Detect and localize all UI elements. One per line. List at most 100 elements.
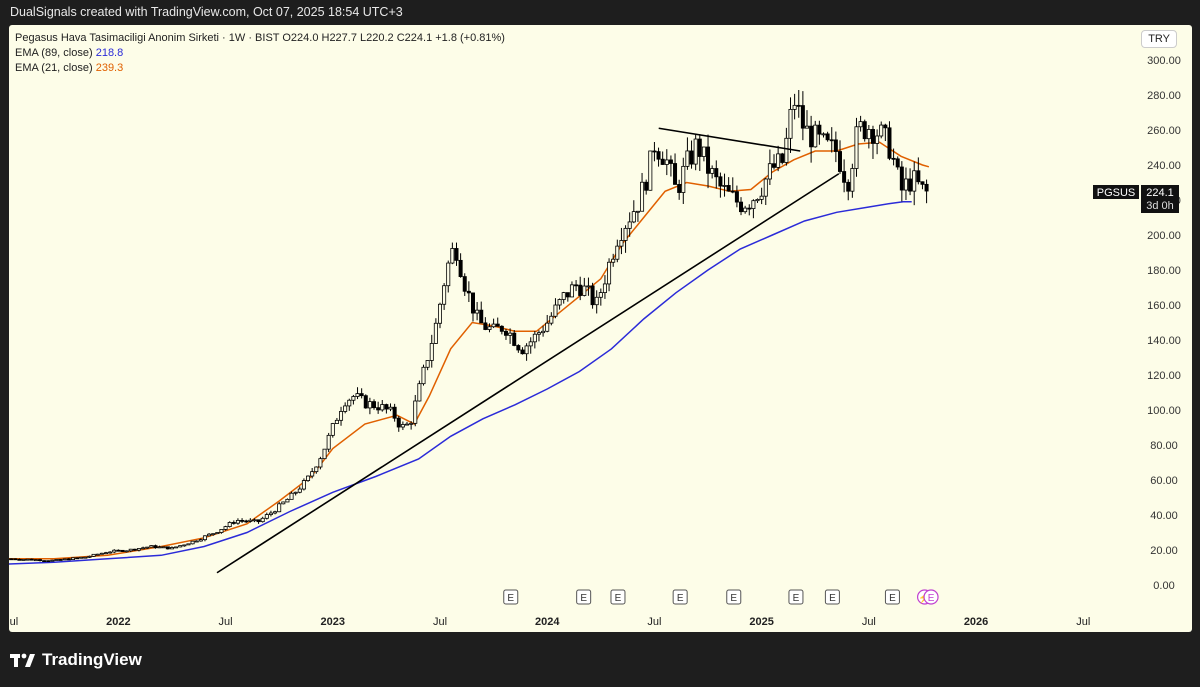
candle-body: [54, 559, 59, 561]
candle-body: [607, 261, 612, 285]
candle-body: [289, 492, 294, 500]
candle-body: [553, 304, 558, 317]
upcoming-earnings-marker[interactable]: [923, 589, 939, 605]
candle-body: [207, 533, 212, 537]
candle-body: [549, 315, 554, 324]
candle-body: [384, 404, 389, 410]
candle-body: [800, 105, 805, 129]
earnings-marker[interactable]: [788, 589, 804, 605]
chart-header: DualSignals created with TradingView.com…: [0, 0, 1200, 24]
candle-body: [891, 157, 896, 160]
candle-body: [767, 163, 772, 180]
candle-body: [594, 296, 599, 306]
candle-body: [491, 323, 496, 328]
candle-body: [153, 545, 158, 549]
candle-body: [256, 519, 261, 523]
ema21-line: [9, 141, 930, 560]
candle-body: [697, 138, 702, 157]
x-tick-label: 2025: [749, 616, 773, 628]
candle-body: [780, 153, 785, 163]
earnings-marker[interactable]: [576, 589, 592, 605]
trendline[interactable]: [216, 173, 840, 574]
ema89-line: [9, 201, 912, 565]
candle-body: [487, 326, 492, 330]
candle-body: [87, 555, 92, 558]
candle-body: [392, 406, 397, 419]
footer: [0, 632, 1200, 687]
candle-body: [240, 519, 245, 522]
chart-panel[interactable]: 0.00 20.00 40.00 60.00 80.00 100.00 120.00 140.…: [9, 25, 1192, 632]
candle-body: [739, 201, 744, 213]
candle-body: [235, 519, 240, 524]
trendline[interactable]: [658, 127, 801, 152]
brand-name: TradingView: [42, 650, 142, 669]
y-tick-label: 200.00: [1147, 230, 1181, 242]
candle-body: [264, 514, 269, 519]
candle-body: [718, 176, 723, 187]
candle-body: [145, 546, 150, 549]
legend-ema21[interactable]: EMA (21, close) 239.3: [15, 61, 505, 76]
candle-body: [231, 522, 236, 524]
candle-body: [611, 258, 616, 263]
candle-body: [569, 284, 574, 298]
candle-body: [924, 183, 929, 192]
tradingview-logo[interactable]: TradingView: [10, 650, 142, 670]
candle-body: [899, 166, 904, 191]
candle-body: [528, 341, 533, 347]
candle-body: [829, 139, 834, 142]
candle-body: [227, 522, 232, 527]
price-chart[interactable]: 0.00 20.00 40.00 60.00 80.00 100.00 120.00 140.…: [9, 25, 1192, 632]
candle-body: [9, 558, 14, 561]
candle-body: [136, 548, 141, 551]
earnings-marker[interactable]: [672, 589, 688, 605]
x-tick-label: 2026: [964, 616, 988, 628]
candle-body: [582, 285, 587, 296]
candle-body: [285, 498, 290, 503]
candle-body: [561, 292, 566, 300]
x-axis: Jul 2022 Jul 2023 Jul 2024 Jul 2025 Jul 2026 Jul: [9, 616, 1090, 628]
candle-body: [211, 533, 216, 536]
y-tick-label: 240.00: [1147, 160, 1181, 172]
y-tick-label: 140.00: [1147, 335, 1181, 347]
candle-body: [326, 434, 331, 450]
y-tick-label: 80.00: [1150, 440, 1178, 452]
currency-button[interactable]: TRY: [1141, 30, 1177, 48]
earnings-marker[interactable]: [884, 589, 900, 605]
candle-body: [673, 163, 678, 185]
symbol-line: Pegasus Hava Tasimaciligi Anonim Sirketi…: [15, 32, 505, 44]
candle-body: [202, 535, 207, 541]
earnings-marker[interactable]: [824, 589, 840, 605]
candle-body: [380, 404, 385, 411]
candle-body: [479, 309, 484, 324]
candle-body: [108, 551, 113, 554]
candle-body: [400, 424, 405, 428]
earnings-marker-letter: E: [889, 593, 896, 604]
y-tick-label: 0.00: [1153, 580, 1174, 592]
earnings-marker[interactable]: [726, 589, 742, 605]
candle-body: [631, 211, 636, 223]
earnings-marker[interactable]: [610, 589, 626, 605]
candle-body: [367, 401, 372, 409]
candle-body: [520, 349, 525, 355]
candle-body: [405, 423, 410, 426]
candle-body: [277, 503, 282, 513]
candle-body: [565, 292, 570, 298]
candle-body: [99, 552, 104, 555]
earnings-marker[interactable]: [503, 589, 519, 605]
candle-body: [776, 153, 781, 168]
candle-body: [314, 466, 319, 473]
y-tick-label: 160.00: [1147, 300, 1181, 312]
price-tag: PGSUS 224.1 3d 0h: [1093, 185, 1179, 213]
candle-body: [623, 227, 628, 241]
candle-body: [186, 543, 191, 546]
candle-body: [586, 285, 591, 288]
candle-body: [866, 129, 871, 140]
candle-body: [372, 401, 377, 409]
candle-body: [466, 290, 471, 294]
candle-body: [174, 546, 179, 549]
y-tick-label: 120.00: [1147, 370, 1181, 382]
candle-body: [103, 552, 108, 555]
candle-body: [788, 108, 793, 139]
legend-ema89[interactable]: EMA (89, close) 218.8: [15, 46, 505, 61]
candle-body: [706, 146, 711, 174]
